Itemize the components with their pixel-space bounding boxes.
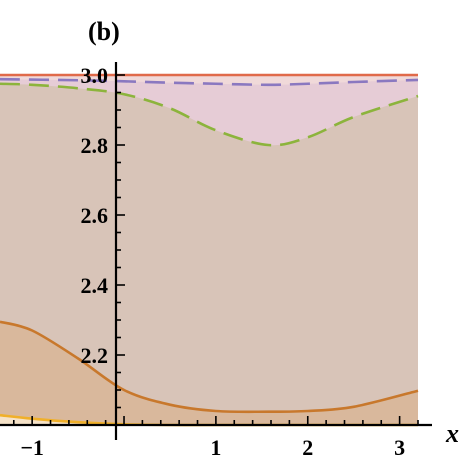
y-tick-label: 3.0 xyxy=(81,63,109,88)
x-tick-label: 2 xyxy=(302,435,313,460)
x-tick-label: 1 xyxy=(210,435,221,460)
axes: −1 1 2 3 2.2 2.4 2.6 2.8 3.0 xyxy=(0,62,432,460)
y-tick-label: 2.8 xyxy=(81,133,109,158)
y-tick-label: 2.6 xyxy=(81,203,109,228)
x-tick-label: −1 xyxy=(20,435,44,460)
series-4-area xyxy=(0,321,418,425)
series-3-area xyxy=(0,83,418,425)
y-tick-label: 2.4 xyxy=(81,273,109,298)
series-4-line xyxy=(0,320,419,414)
y-tick-label: 2.2 xyxy=(81,343,109,368)
x-axis-label: x xyxy=(445,419,459,448)
labels: (b) x xyxy=(88,17,459,448)
area-fills xyxy=(0,75,418,426)
series-2-line xyxy=(0,77,419,87)
panel-label: (b) xyxy=(88,17,120,46)
x-tick-label: 3 xyxy=(394,435,405,460)
